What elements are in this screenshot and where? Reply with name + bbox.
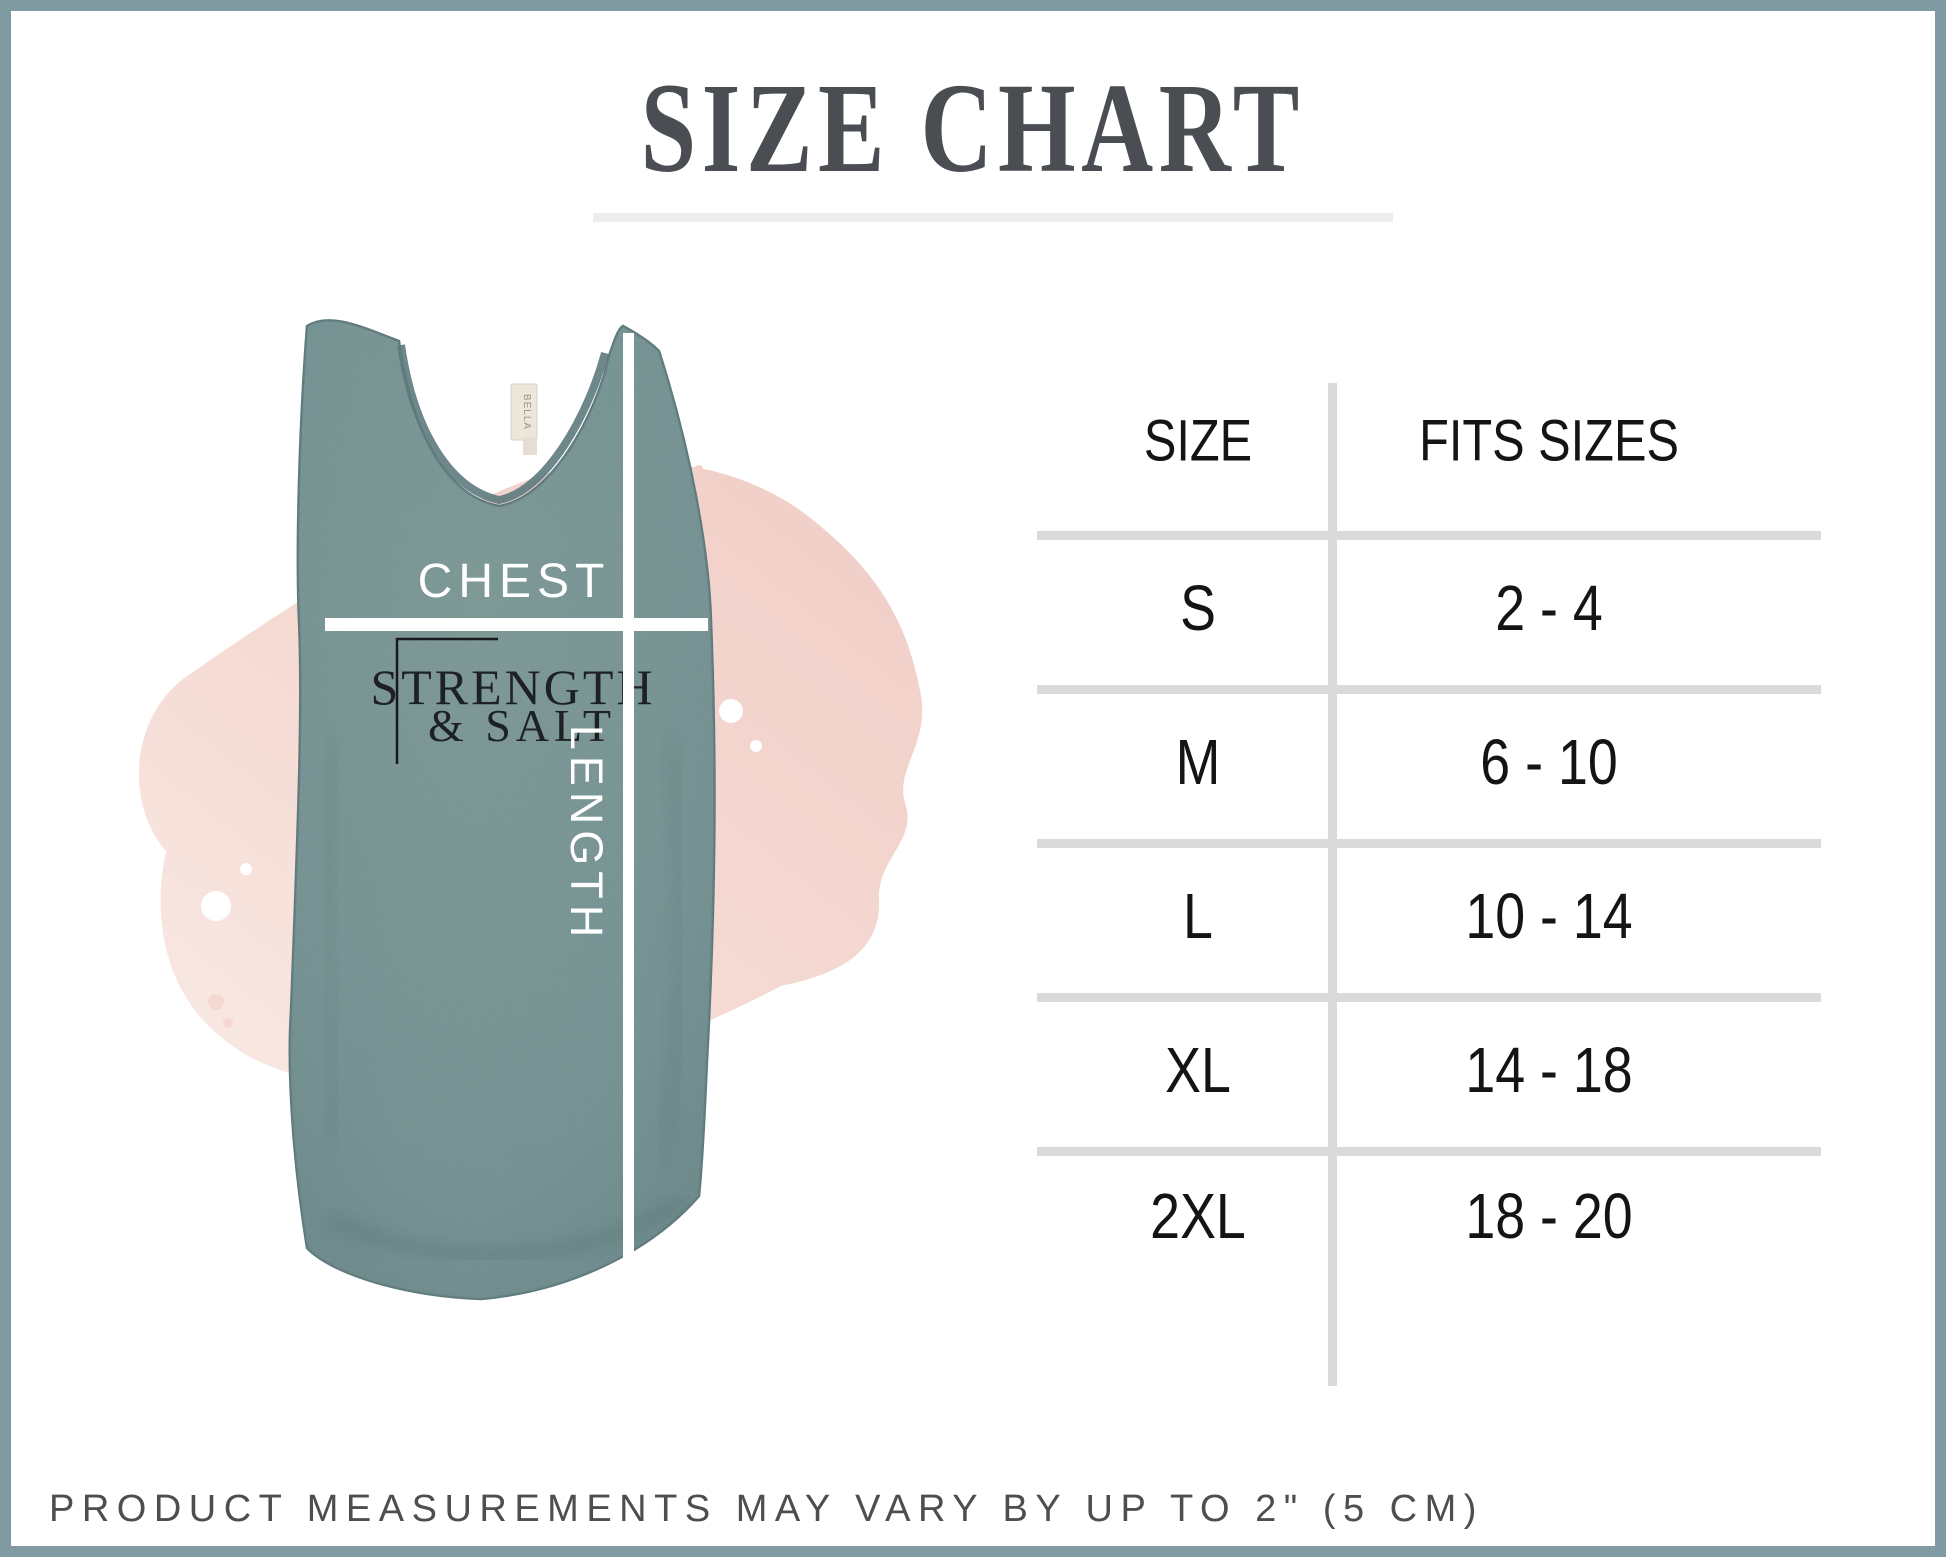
- table-rule-5: [1037, 1147, 1821, 1156]
- table-row-fits: 18 - 20: [1465, 1180, 1633, 1252]
- brand-tag-text: BELLA: [521, 394, 532, 430]
- shirt-design: STRENGTH & SALT: [370, 637, 655, 764]
- table-row-size: L: [1183, 880, 1213, 952]
- size-table: SIZE FITS SIZES S 2 - 4 M 6 - 10 L 10 - …: [1037, 351, 1821, 1391]
- table-row-fits: 10 - 14: [1465, 880, 1633, 952]
- length-measure-line: [623, 333, 634, 1258]
- table-row-fits: 2 - 4: [1495, 572, 1603, 644]
- table-row-size: XL: [1165, 1034, 1231, 1106]
- product-graphic: BELLA STRENGTH & SALT CHEST LENGTH: [138, 319, 923, 1301]
- design-frame: [395, 637, 498, 764]
- tank-top: BELLA: [288, 319, 716, 1301]
- table-row-size: 2XL: [1150, 1180, 1246, 1252]
- footer-note: PRODUCT MEASUREMENTS MAY VARY BY UP TO 2…: [49, 1488, 1484, 1530]
- table-row-fits: 6 - 10: [1480, 726, 1618, 798]
- table-column-divider: [1328, 383, 1337, 1386]
- design-line1: STRENGTH: [370, 659, 655, 715]
- design-line2: & SALT: [428, 700, 616, 751]
- table-header-fits: FITS SIZES: [1419, 408, 1679, 474]
- title-underline: [593, 213, 1393, 222]
- table-rule-4: [1037, 993, 1821, 1002]
- table-row-size: M: [1175, 726, 1221, 798]
- page-title: SIZE CHART: [640, 57, 1306, 199]
- table-rule-2: [1037, 685, 1821, 694]
- table-header-size: SIZE: [1143, 408, 1253, 474]
- chest-measure-line: [325, 618, 708, 631]
- table-rule-1: [1037, 531, 1821, 540]
- length-label: LENGTH: [561, 725, 612, 944]
- chest-label: CHEST: [418, 555, 611, 608]
- table-rule-3: [1037, 839, 1821, 848]
- table-row-size: S: [1180, 572, 1216, 644]
- table-row-fits: 14 - 18: [1465, 1034, 1633, 1106]
- neck-ribbing: [397, 344, 609, 505]
- brand-tag: BELLA: [510, 383, 538, 455]
- page-title-wrap: SIZE CHART: [11, 55, 1935, 202]
